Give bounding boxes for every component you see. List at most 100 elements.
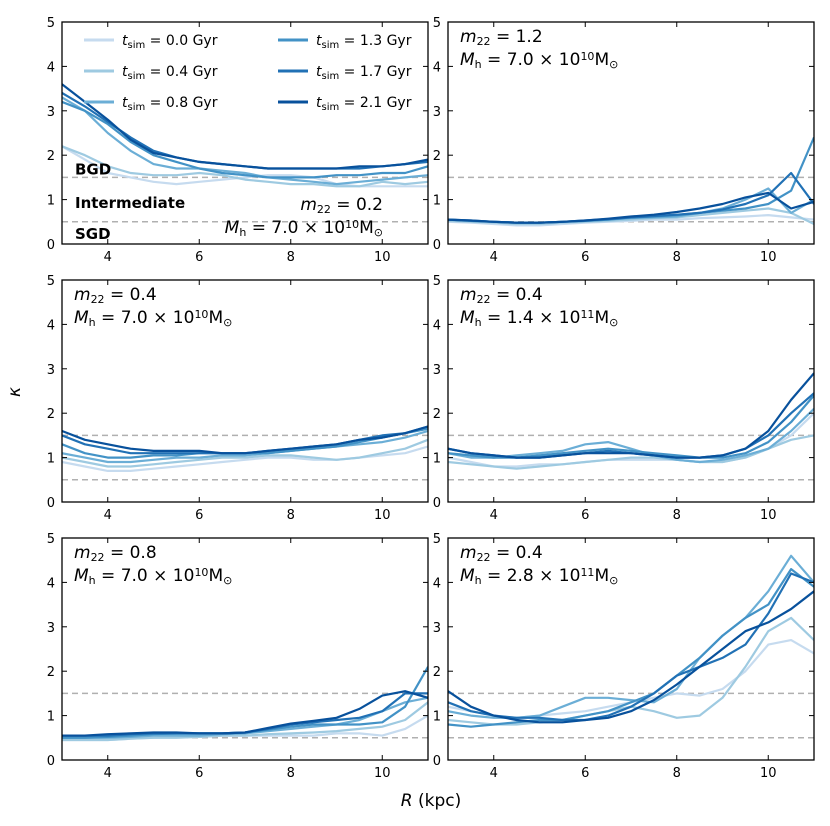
annotation-mh-sub: h: [89, 316, 96, 329]
legend-label-value: = 0.8 Gyr: [145, 95, 217, 111]
y-tick-label: 1: [433, 710, 441, 725]
y-tick-label: 2: [47, 407, 55, 422]
y-tick-label: 3: [47, 363, 55, 378]
y-tick-label: 0: [47, 754, 55, 769]
y-tick-label: 2: [433, 149, 441, 164]
legend-label-sub: sim: [128, 102, 146, 113]
x-tick-label: 10: [760, 766, 777, 781]
annotation-mh-sub: h: [475, 58, 482, 71]
series-line-1-3-Gyr: [62, 100, 428, 179]
y-tick-label: 3: [47, 621, 55, 636]
x-axis-label-unit: (kpc): [413, 791, 462, 811]
y-tick-label: 2: [433, 665, 441, 680]
y-tick-label: 1: [47, 710, 55, 725]
axes-frame: [447, 21, 815, 245]
x-tick-label: 8: [287, 766, 295, 781]
y-tick-label: 4: [47, 576, 55, 591]
legend-label-symbol: t: [122, 64, 128, 80]
series-line-2-1-Gyr: [62, 425, 428, 455]
series-line-0-4-Gyr: [448, 434, 814, 470]
legend-label-value: = 2.1 Gyr: [339, 95, 411, 111]
annotation-m22: m22 = 0.4: [460, 543, 543, 564]
annotation-m22: m22 = 0.4: [74, 285, 157, 306]
x-tick-label: 6: [195, 766, 203, 781]
annotation-mh-exponent: 11: [580, 308, 594, 321]
annotation-mh: Mh = 7.0 × 1010M⊙: [225, 218, 383, 239]
legend-label-symbol: t: [316, 64, 322, 80]
legend-label: tsim = 0.4 Gyr: [122, 64, 218, 82]
annotation-m22-sub: 22: [91, 551, 105, 564]
legend-label-sub: sim: [322, 71, 340, 82]
series-line-2-1-Gyr: [448, 372, 814, 459]
x-tick-label: 8: [287, 250, 295, 265]
series-line-2-1-Gyr: [448, 191, 814, 224]
annotation-mh-mantissa: = 1.4 × 10: [482, 308, 581, 328]
x-tick-label: 4: [490, 766, 498, 781]
y-tick-label: 2: [47, 665, 55, 680]
annotation-m22: m22 = 0.4: [460, 285, 543, 306]
legend-label-value: = 1.3 Gyr: [339, 33, 411, 49]
annotation-mh-exponent: 10: [345, 218, 359, 231]
annotation-m22-symbol: m: [460, 285, 477, 305]
y-tick-label: 0: [47, 238, 55, 253]
annotation-mh-symbol: M: [460, 50, 475, 70]
legend-label: tsim = 1.7 Gyr: [316, 64, 412, 82]
series-group: [62, 666, 428, 742]
series-line-0-4-Gyr: [62, 701, 428, 742]
x-tick-label: 4: [490, 250, 498, 265]
x-tick-label: 10: [760, 508, 777, 523]
axes-frame: [61, 279, 429, 503]
y-tick-label: 1: [433, 194, 441, 209]
x-tick-label: 6: [581, 250, 589, 265]
annotation-mh-unit: M: [359, 218, 374, 238]
y-axis-label: κ: [5, 387, 25, 397]
axes-frame: [61, 21, 429, 245]
annotation-m22-symbol: m: [460, 27, 477, 47]
series-group: [62, 425, 428, 472]
annotation-m22-symbol: m: [74, 285, 91, 305]
annotation-mh-unit: M: [208, 308, 223, 328]
legend-label: tsim = 0.0 Gyr: [122, 33, 218, 51]
series-line-1-7-Gyr: [448, 572, 814, 722]
legend-label-symbol: t: [316, 95, 322, 111]
axes-frame: [447, 537, 815, 761]
y-tick-label: 4: [433, 60, 441, 75]
annotation-mh-exponent: 10: [194, 308, 208, 321]
legend-label-sub: sim: [128, 71, 146, 82]
annotation-mh-exponent: 11: [580, 566, 594, 579]
annotation-m22: m22 = 0.2: [300, 195, 383, 216]
annotation-m22-sub: 22: [317, 203, 331, 216]
x-tick-label: 6: [581, 508, 589, 523]
annotation-mh-symbol: M: [74, 308, 89, 328]
series-line-0-0-Gyr: [448, 214, 814, 227]
y-tick-label: 5: [47, 532, 55, 547]
y-tick-label: 5: [47, 16, 55, 31]
x-tick-label: 8: [287, 508, 295, 523]
annotation-m22-symbol: m: [300, 195, 317, 215]
y-tick-label: 3: [433, 105, 441, 120]
x-tick-label: 10: [374, 508, 391, 523]
annotation-mh-unit: M: [594, 566, 609, 586]
y-tick-label: 5: [47, 274, 55, 289]
series-group: [448, 372, 814, 470]
annotation-mh-symbol: M: [225, 218, 240, 238]
annotation-m22-value: = 0.4: [105, 285, 157, 305]
y-tick-label: 4: [433, 318, 441, 333]
y-tick-label: 2: [47, 149, 55, 164]
annotation-mh-sub: h: [239, 226, 246, 239]
annotation-mh-sub: h: [475, 316, 482, 329]
annotation-mh-sun: ⊙: [609, 58, 618, 71]
x-tick-label: 6: [195, 250, 203, 265]
annotation-mh-mantissa: = 7.0 × 10: [482, 50, 581, 70]
annotation-m22: m22 = 0.8: [74, 543, 157, 564]
series-line-2-1-Gyr: [62, 690, 428, 737]
annotation-mh-unit: M: [208, 566, 223, 586]
annotation-mh: Mh = 7.0 × 1010M⊙: [74, 308, 232, 329]
annotation-m22-value: = 0.2: [331, 195, 383, 215]
series-line-0-4-Gyr: [448, 207, 814, 226]
